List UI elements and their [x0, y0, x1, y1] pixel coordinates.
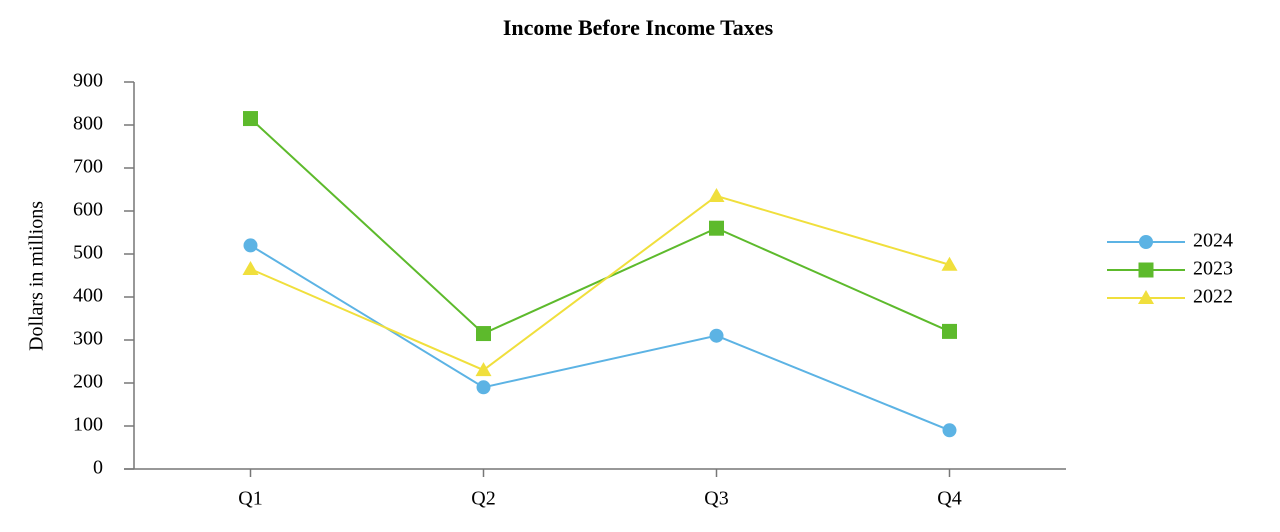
legend-marker [1139, 235, 1153, 249]
marker [476, 380, 491, 395]
legend-marker [1138, 290, 1154, 304]
marker [476, 326, 491, 342]
legend-label: 2023 [1193, 258, 1233, 280]
series-line [249, 244, 950, 432]
x-tick-label: Q2 [471, 488, 495, 510]
x-tick-label: Q4 [937, 488, 961, 510]
series-line [250, 194, 950, 372]
x-tick-label: Q1 [238, 488, 262, 510]
legend-marker [1138, 262, 1154, 278]
marker [709, 328, 724, 343]
y-axis-label: Dollars in millions [26, 201, 48, 351]
marker [242, 261, 259, 276]
legend-label: 2022 [1193, 286, 1233, 308]
marker [243, 111, 258, 127]
y-tick-label: 400 [73, 285, 103, 307]
chart-title: Income Before Income Taxes [503, 15, 774, 40]
y-tick-label: 100 [73, 414, 103, 436]
legend-label: 2024 [1193, 230, 1233, 252]
x-tick-label: Q3 [704, 488, 728, 510]
y-tick-label: 900 [73, 70, 103, 92]
marker [475, 362, 492, 377]
y-tick-label: 200 [73, 371, 103, 393]
series-line [249, 117, 950, 335]
marker [942, 323, 957, 339]
marker [941, 256, 958, 271]
marker [709, 220, 724, 236]
y-tick-label: 800 [73, 113, 103, 135]
y-tick-label: 300 [73, 328, 103, 350]
y-tick-label: 0 [93, 457, 103, 479]
y-tick-label: 600 [73, 199, 103, 221]
marker [243, 238, 258, 253]
marker [708, 187, 725, 202]
marker [942, 423, 957, 438]
y-tick-label: 500 [73, 242, 103, 264]
y-tick-label: 700 [73, 156, 103, 178]
